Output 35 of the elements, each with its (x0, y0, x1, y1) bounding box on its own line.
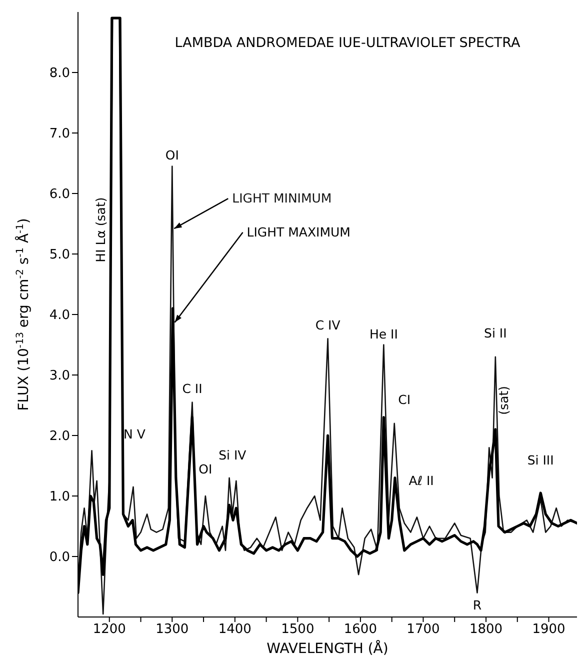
x-tick-label: 1800 (469, 622, 503, 638)
x-tick-label: 1400 (218, 622, 252, 638)
text: LIGHT MAXIMUM (246, 224, 350, 240)
text: LIGHT MINIMUM (232, 190, 332, 206)
annotation: OI (198, 462, 212, 477)
annotation: R (472, 598, 482, 613)
x-tick-label: 1600 (344, 622, 377, 638)
y-tick-label: 1.0 (49, 490, 70, 505)
text: LAMBDA ANDROMEDAE IUE-ULTRAVIOLET SPECTRA (174, 35, 521, 51)
y-tick-label: 4.0 (49, 308, 70, 324)
annotation: CI (398, 392, 411, 408)
x-tick-label: 1900 (532, 622, 566, 638)
x-tick-label: 1200 (92, 622, 126, 638)
annotation: Si IV (218, 448, 247, 463)
y-tick-label: 0.0 (49, 550, 70, 566)
annotation: OI (165, 148, 179, 163)
x-tick-label: 1500 (281, 622, 314, 638)
x-axis-title: WAVELENGTH (Å) (266, 640, 388, 657)
annotation: (sat) (496, 386, 512, 415)
annotation: C II (182, 381, 202, 396)
annotation: Aℓ II (408, 473, 434, 488)
annotation: N V (124, 426, 146, 442)
y-tick-label: 8.0 (49, 66, 70, 82)
annotation: Si II (484, 325, 507, 340)
annotation: C IV (315, 318, 341, 333)
x-tick-label: 1300 (156, 622, 189, 638)
y-tick-label: 2.0 (49, 429, 70, 444)
x-tick-label: 1700 (406, 622, 440, 638)
y-tick-label: 5.0 (49, 248, 70, 263)
annotation: HI Lα (sat) (93, 197, 108, 262)
y-tick-label: 7.0 (49, 126, 70, 142)
annotation: He II (369, 326, 398, 342)
y-tick-label: 3.0 (49, 368, 70, 384)
annotation: Si III (527, 452, 554, 468)
y-tick-label: 6.0 (49, 187, 70, 202)
